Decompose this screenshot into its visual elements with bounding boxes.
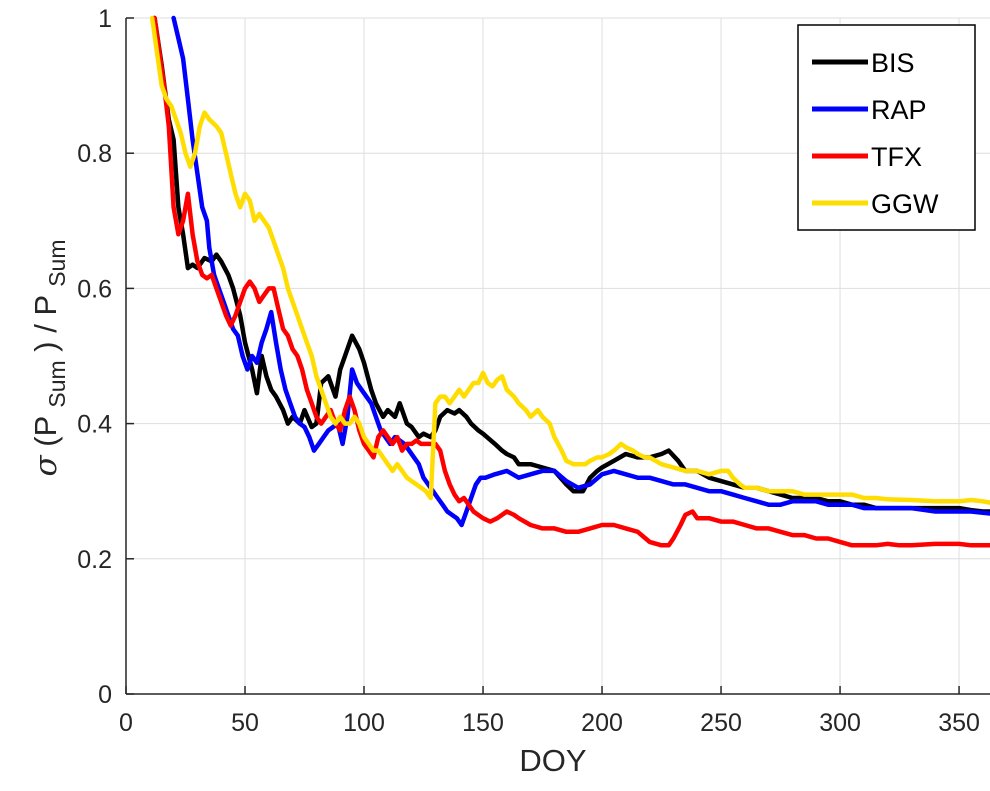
y-tick-label: 0 <box>98 681 112 709</box>
y-tick-label: 0.8 <box>77 140 112 168</box>
series-lines <box>149 15 990 548</box>
y-axis-title: σ (P Sum ) / P Sum <box>28 240 72 477</box>
y-tick-labels: 0 0.2 0.4 0.6 0.8 1 <box>77 5 112 709</box>
y-tick-label: 1 <box>98 5 112 33</box>
series-line-rap <box>171 15 990 528</box>
y-axis-title-subscript-1: Sum <box>44 360 70 407</box>
x-tick-label: 50 <box>231 709 259 737</box>
y-tick-label: 0.4 <box>77 411 112 439</box>
x-tick-label: 0 <box>119 709 133 737</box>
x-tick-labels: 0 50 100 150 200 250 300 350 <box>119 709 980 737</box>
y-axis-title-subscript-2: Sum <box>44 240 70 287</box>
legend-item-tfx: TFX <box>812 142 922 172</box>
y-axis-title-sigma: σ <box>28 455 64 477</box>
x-tick-label: 350 <box>938 709 980 737</box>
y-tick-label: 0.2 <box>77 546 112 574</box>
legend-item-bis: BIS <box>812 48 915 78</box>
legend: BIS RAP TFX GGW <box>797 24 976 231</box>
series-line-ggw <box>149 15 990 505</box>
legend-item-ggw: GGW <box>812 189 939 219</box>
series-line-tfx <box>152 15 990 548</box>
legend-box <box>797 24 976 231</box>
x-tick-label: 300 <box>819 709 861 737</box>
y-tick-label: 0.6 <box>77 275 112 303</box>
x-tick-label: 150 <box>462 709 504 737</box>
x-tick-label: 200 <box>581 709 623 737</box>
x-tick-label: 100 <box>343 709 385 737</box>
legend-item-rap: RAP <box>812 95 927 125</box>
y-axis-title-open: (P <box>28 416 63 446</box>
legend-label: TFX <box>871 142 922 172</box>
y-axis-title-mid: ) / P <box>28 295 63 351</box>
axes <box>125 17 990 695</box>
legend-label: GGW <box>871 189 939 219</box>
legend-items: BIS RAP TFX GGW <box>812 48 939 219</box>
x-tick-label: 250 <box>700 709 742 737</box>
legend-label: BIS <box>871 48 915 78</box>
x-axis-title: DOY <box>519 743 586 778</box>
legend-label: RAP <box>871 95 927 125</box>
